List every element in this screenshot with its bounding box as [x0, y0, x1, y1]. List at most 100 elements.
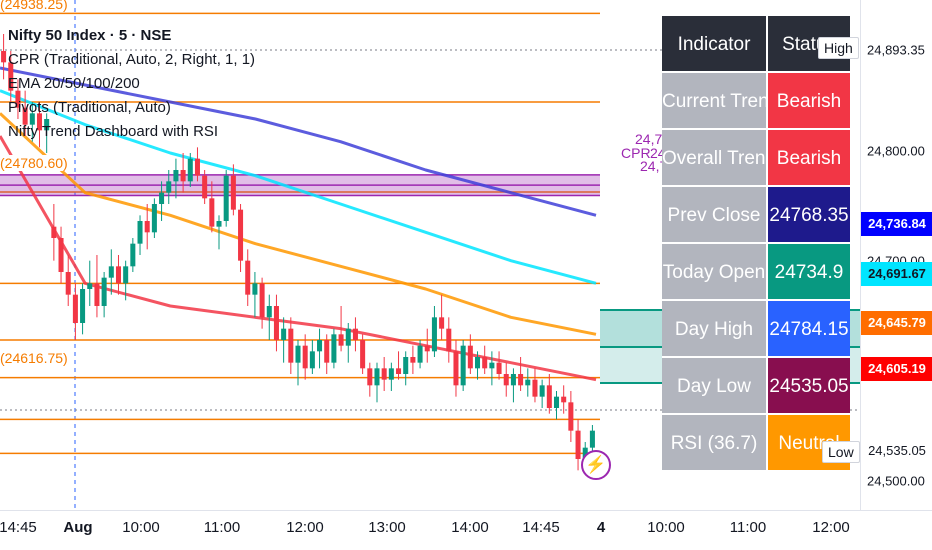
candle-body: [388, 368, 394, 380]
candle-body: [446, 328, 452, 352]
price-tag-ema100: 24,691.67: [861, 262, 932, 286]
candle-body: [1, 51, 7, 63]
candle-body: [309, 351, 315, 369]
dashboard-row-value: 24784.15: [768, 301, 850, 356]
candle-body: [8, 62, 14, 91]
candle-body: [475, 357, 481, 369]
candle-body: [266, 306, 272, 318]
indicator-pivots[interactable]: Pivots (Traditional, Auto): [8, 99, 171, 116]
candle-body: [173, 170, 179, 182]
dashboard-row: Day Low 24535.05: [662, 358, 850, 415]
candle-body: [87, 283, 93, 289]
dashboard-row-value: Bearish: [768, 73, 850, 128]
candle-body: [410, 357, 416, 363]
pivot-label-r3: (24938.25): [0, 0, 68, 12]
time-tick: 14:45: [522, 519, 560, 536]
candle-body: [589, 430, 595, 448]
candle-body: [159, 192, 165, 204]
time-tick: 12:00: [812, 519, 850, 536]
dashboard-row-label: Current Trend: [662, 73, 768, 128]
price-tag-ema20: 24,605.19: [861, 357, 932, 381]
time-tick: 11:00: [203, 519, 241, 536]
candle-body: [345, 328, 351, 346]
candle-body: [180, 170, 186, 182]
candle-body: [453, 351, 459, 386]
candle-body: [496, 362, 502, 374]
time-tick: 13:00: [368, 519, 406, 536]
indicator-ema[interactable]: EMA 20/50/100/200: [8, 75, 140, 92]
time-tick: 11:00: [729, 519, 767, 536]
dashboard-row: Today Open 24734.9: [662, 244, 850, 301]
candle-body: [575, 430, 581, 459]
candle-body: [288, 328, 294, 363]
candle-body: [431, 317, 437, 352]
candle-body: [216, 221, 222, 227]
candle-body: [553, 396, 560, 408]
dashboard-row: Prev Close 24768.35: [662, 187, 850, 244]
price-axis[interactable]: 24,893.35 24,800.00 24,700.00 24,500.00 …: [860, 0, 932, 510]
candle-body: [403, 357, 409, 374]
candle-body: [503, 374, 509, 386]
candle-body: [223, 175, 229, 221]
time-axis[interactable]: 14:45 Aug 10:00 11:00 12:00 13:00 14:00 …: [0, 510, 932, 550]
legend: Nifty 50 Index · 5 · NSE CPR (Traditiona…: [8, 24, 255, 144]
candle-body: [166, 181, 172, 193]
candle-body: [338, 334, 344, 346]
candle-body: [238, 209, 244, 261]
candle-body: [273, 306, 279, 340]
candle-body: [302, 345, 308, 369]
time-tick: 14:45: [0, 519, 37, 536]
price-tag-low: 24,535.05: [861, 439, 932, 463]
candle-body: [252, 283, 258, 295]
candle-body: [281, 328, 287, 340]
candle-body: [381, 368, 387, 380]
high-label: High: [818, 37, 859, 59]
ema50-line: [0, 112, 597, 336]
dashboard-row: Day High 24784.15: [662, 301, 850, 358]
price-tag-ema200: 24,736.84: [861, 212, 932, 236]
dashboard-row-label: RSI (36.7): [662, 415, 768, 470]
pivot-label-s1: (24616.75): [0, 350, 68, 366]
candle-body: [489, 362, 495, 369]
candle-body: [130, 243, 136, 267]
pivot-label-r1: (24780.60): [0, 155, 68, 171]
cpr-label: CPR: [621, 145, 651, 161]
dashboard-row-value: Bearish: [768, 130, 850, 185]
dashboard-row-value: 24535.05: [768, 358, 850, 413]
dashboard-row-label: Day Low: [662, 358, 768, 413]
candle-body: [424, 345, 430, 352]
dashboard-row-label: Prev Close: [662, 187, 768, 242]
candle-body: [44, 119, 50, 131]
candle-body: [561, 396, 567, 403]
time-tick: 12:00: [286, 519, 324, 536]
candle-body: [568, 402, 574, 431]
candle-body: [230, 175, 236, 210]
dashboard-row-value: 24768.35: [768, 187, 850, 242]
candle-body: [187, 158, 193, 182]
candle-body: [29, 113, 35, 125]
dashboard-header-indicator: Indicator: [662, 16, 768, 71]
candle-body: [295, 345, 301, 363]
candle-body: [367, 368, 373, 386]
candle-body: [115, 266, 121, 284]
candle-body: [539, 385, 545, 397]
candle-body: [245, 260, 251, 295]
candle-body: [72, 294, 78, 323]
dashboard-row: Current Trend Bearish: [662, 73, 850, 130]
indicator-cpr[interactable]: CPR (Traditional, Auto, 2, Right, 1, 1): [8, 51, 256, 68]
candle-body: [532, 379, 538, 397]
indicator-dashboard[interactable]: Nifty Trend Dashboard with RSI: [8, 123, 219, 140]
price-tick: 24,500.00: [867, 473, 925, 489]
time-tick: 10:00: [122, 519, 160, 536]
lightning-icon[interactable]: ⚡: [581, 450, 611, 480]
candle-body: [80, 289, 86, 323]
candle-body: [518, 374, 524, 386]
trend-dashboard: Indicator Status Current Trend Bearish Ove…: [662, 16, 850, 472]
candle-body: [51, 226, 57, 238]
candle-body: [151, 204, 157, 233]
symbol-title[interactable]: Nifty 50 Index · 5 · NSE: [8, 27, 172, 44]
candle-body: [324, 340, 330, 363]
candle-body: [417, 345, 423, 363]
candle-body: [137, 221, 143, 244]
candle-body: [15, 90, 21, 108]
